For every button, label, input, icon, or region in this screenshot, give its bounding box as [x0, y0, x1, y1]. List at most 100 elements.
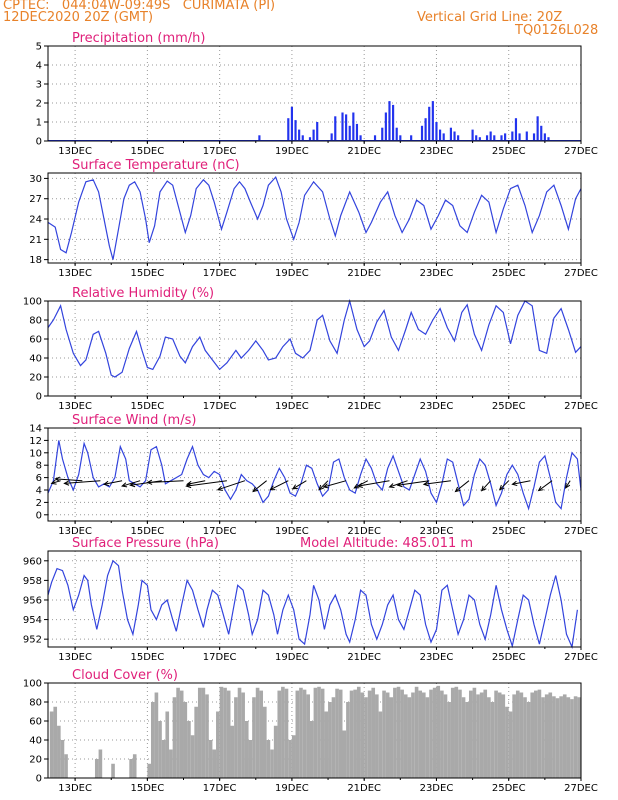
- cloud-cover-bar: [472, 687, 477, 778]
- cloud-cover-bar: [407, 697, 412, 778]
- humidity-x-tick-label: 23DEC: [420, 401, 454, 412]
- cloud-cover-bar: [328, 702, 332, 778]
- cloud-cover-bar: [414, 686, 419, 778]
- wind-vector: [292, 480, 307, 490]
- cloud-cover-title: Cloud Cover (%): [72, 668, 178, 683]
- humidity-y-tick-label: 40: [29, 354, 42, 365]
- precipitation-y-tick-label: 1: [36, 118, 42, 129]
- wind-vector: [323, 480, 347, 488]
- precipitation-y-tick-label: 5: [36, 42, 42, 53]
- wind-vector: [538, 480, 553, 492]
- temperature-x-tick-label: 15DEC: [131, 268, 165, 279]
- cloud-cover-bar: [418, 690, 423, 778]
- wind-vector-arrowhead: [63, 480, 70, 486]
- cloud-cover-bar: [302, 689, 307, 778]
- cloud-cover-bar: [479, 692, 484, 778]
- cloud-cover-bar: [295, 690, 300, 778]
- precipitation-bar: [294, 120, 297, 141]
- humidity-x-tick-label: 25DEC: [492, 401, 526, 412]
- pressure-y-tick-label: 954: [23, 615, 42, 626]
- cloud-cover-bar: [515, 690, 520, 778]
- cloud-cover-bar: [371, 687, 376, 778]
- cloud-cover-bar: [291, 735, 296, 778]
- temperature-y-tick-label: 21: [29, 235, 42, 246]
- cloud-cover-y-tick-label: 20: [29, 755, 42, 766]
- temperature-x-tick-label: 27DEC: [564, 268, 598, 279]
- precipitation-bar: [504, 133, 507, 141]
- wind-vector-arrowhead: [498, 484, 505, 491]
- cloud-cover-bar: [266, 740, 271, 778]
- cloud-cover-bar: [534, 690, 538, 778]
- precipitation-bar: [428, 106, 431, 141]
- precipitation-bar: [518, 133, 521, 141]
- wind-vector-arrowhead: [54, 476, 61, 482]
- cloud-cover-bar: [393, 687, 397, 778]
- precipitation-bar: [290, 106, 293, 141]
- wind-vector: [318, 480, 329, 491]
- precipitation-bar: [395, 127, 398, 141]
- wind-vector-arrowhead: [318, 484, 324, 491]
- precipitation-bar: [449, 127, 452, 141]
- wind-vector-arrowhead: [511, 480, 518, 487]
- cloud-cover-bar: [335, 688, 339, 778]
- wind-x-tick-label: 21DEC: [347, 526, 381, 537]
- cloud-cover-bar: [98, 749, 103, 778]
- wind-vector: [270, 480, 289, 491]
- wind-vector: [565, 480, 571, 489]
- wind-y-tick-label: 12: [29, 436, 42, 447]
- wind-vector: [357, 480, 390, 487]
- cloud-cover-bar: [259, 690, 264, 778]
- cloud-cover-bar: [179, 690, 184, 778]
- cloud-cover-bar: [548, 692, 553, 778]
- cloud-cover-bar: [208, 740, 213, 778]
- precipitation-x-tick-label: 21DEC: [347, 146, 381, 157]
- cloud-cover-bar: [158, 721, 162, 778]
- wind-vector-arrowhead: [129, 481, 136, 488]
- cloud-cover-bar: [440, 690, 444, 778]
- cloud-cover-bar: [150, 702, 155, 778]
- wind-x-tick-label: 23DEC: [420, 526, 454, 537]
- cloud-cover-bar: [172, 697, 177, 778]
- wind-vector: [103, 480, 123, 485]
- precipitation-bar: [540, 125, 543, 141]
- cloud-cover-bar: [317, 686, 321, 778]
- cloud-cover-bar: [411, 692, 415, 778]
- cloud-cover-bar: [237, 687, 242, 778]
- precipitation-bar: [258, 135, 261, 141]
- pressure-y-tick-label: 956: [23, 595, 42, 606]
- precipitation-bar: [438, 129, 442, 141]
- wind-y-tick-label: 0: [36, 510, 42, 521]
- cloud-cover-bar: [132, 754, 137, 778]
- wind-vector-arrowhead: [185, 482, 192, 489]
- wind-vector-arrowhead: [396, 481, 403, 488]
- pressure-title: Surface Pressure (hPa): [72, 536, 219, 551]
- cloud-cover-bar: [385, 692, 390, 778]
- wind-vector-arrowhead: [291, 484, 298, 490]
- temperature-y-tick-label: 24: [29, 215, 42, 226]
- wind-y-tick-label: 6: [36, 473, 42, 484]
- cloud-cover-bar: [129, 759, 133, 778]
- cloud-cover-bar: [562, 694, 567, 778]
- wind-vector-arrowhead: [454, 486, 461, 493]
- precipitation-y-tick-label: 4: [36, 61, 42, 72]
- cloud-cover-bar: [360, 692, 365, 778]
- precipitation-bar: [287, 118, 290, 141]
- wind-vector: [122, 480, 141, 487]
- precipitation-bar: [543, 133, 546, 141]
- wind-y-tick-label: 2: [36, 498, 42, 509]
- cloud-cover-x-tick-label: 17DEC: [203, 783, 237, 794]
- cloud-cover-bar: [447, 702, 451, 778]
- wind-y-tick-label: 8: [36, 461, 42, 472]
- precipitation-bar: [431, 101, 434, 141]
- humidity-x-tick-label: 13DEC: [58, 401, 92, 412]
- cloud-cover-bar: [309, 721, 314, 778]
- cloud-cover-bar: [226, 690, 231, 778]
- pressure-series-line: [47, 559, 578, 650]
- cloud-cover-bar: [490, 702, 495, 778]
- wind-vector: [512, 480, 531, 485]
- cloud-cover-bar: [176, 687, 180, 778]
- cloud-cover-bar: [497, 692, 502, 778]
- cloud-cover-bar: [255, 687, 260, 778]
- cloud-cover-bar: [400, 689, 404, 778]
- cloud-cover-bar: [201, 687, 206, 778]
